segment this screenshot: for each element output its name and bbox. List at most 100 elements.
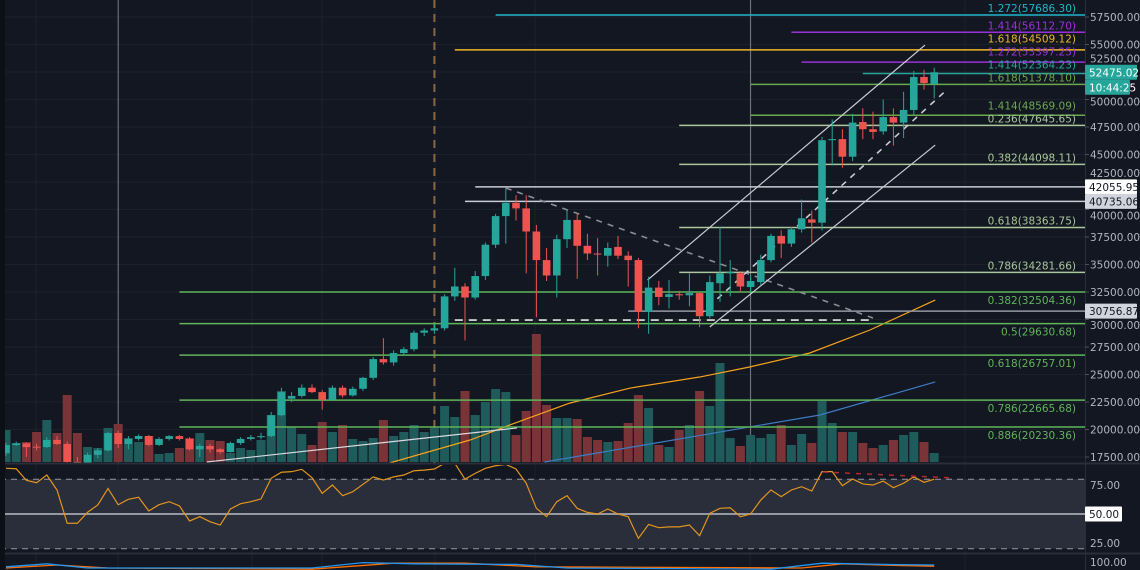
lower-pane [0, 552, 1140, 570]
volume-bar [776, 425, 786, 462]
candle-bullish [349, 388, 357, 396]
candle-bullish [930, 72, 938, 85]
volume-bar [868, 448, 878, 462]
volume-bar [899, 435, 909, 462]
fib-level-label: 0.886(20230.36) [988, 430, 1076, 442]
fib-level-label: 1.414(52364.23) [988, 59, 1076, 71]
candle-bearish [675, 294, 683, 296]
candle-bearish [634, 260, 643, 312]
volume-bar [552, 418, 562, 462]
candle-bullish [134, 435, 143, 439]
candle-bullish [400, 349, 408, 354]
candle-bearish [32, 446, 41, 448]
candle-bullish [665, 294, 673, 297]
candle-bullish [848, 122, 857, 157]
candle-bullish [879, 117, 887, 132]
candle-bullish [104, 433, 112, 451]
price-tick-label: 30000.00 [1090, 320, 1140, 332]
candle-bullish [83, 454, 92, 463]
volume-bar [450, 417, 460, 462]
rsi-pane [0, 462, 1140, 550]
volume-bar [807, 443, 817, 462]
candle-bearish [175, 436, 184, 439]
fib-level-label: 0.5(29630.68) [1001, 327, 1076, 339]
volume-bar [368, 438, 378, 462]
volume-bar [440, 406, 450, 462]
fib-level-label: 1.414(48569.09) [988, 100, 1076, 112]
volume-bar [378, 420, 388, 462]
candle-bearish [206, 446, 214, 450]
volume-bar [389, 436, 399, 462]
horizontal-level-price-label-box [1085, 303, 1137, 319]
volume-bar [134, 442, 144, 462]
last-price-label: 52475.02 [1089, 67, 1139, 79]
candle-bullish [910, 76, 918, 110]
candle-bullish [155, 438, 163, 445]
volume-bar [511, 435, 521, 462]
trend-line-channel-lower[interactable] [709, 144, 936, 328]
volume-bar [888, 440, 898, 462]
volume-bar [633, 395, 643, 462]
candle-bullish [12, 443, 20, 446]
volume-bar [684, 425, 694, 462]
volume-bar [909, 432, 919, 462]
volume-bar [419, 432, 429, 462]
volume-bar [766, 434, 776, 462]
candle-bearish [583, 245, 592, 254]
volume-bar [827, 423, 837, 462]
fib-level-label: 0.786(22665.68) [988, 403, 1076, 415]
horizontal-level-price-label: 40735.06 [1089, 196, 1139, 208]
volume-bar [929, 453, 939, 462]
candles [2, 67, 938, 463]
fib-level-label: 1.618(51378.10) [988, 72, 1076, 84]
fib-level-label: 0.618(26757.01) [988, 358, 1076, 370]
candle-bearish [593, 253, 602, 255]
candle-bullish [553, 239, 561, 276]
volume-bar [603, 442, 613, 462]
candle-bullish [451, 286, 459, 297]
candle-bearish [145, 435, 153, 445]
candle-bullish [43, 439, 51, 448]
volume-bar [623, 423, 633, 462]
volume-bar [582, 437, 592, 462]
horizontal-level-price-label-box [1085, 193, 1137, 209]
candle-bullish [267, 415, 275, 437]
fib-level-label: 0.382(44098.11) [988, 152, 1076, 164]
candle-bearish [542, 260, 551, 276]
volume-bar [429, 428, 439, 462]
volume-bar [491, 389, 501, 462]
trend-line-channel-upper[interactable] [647, 44, 926, 281]
trend-line-base-trendline[interactable] [206, 427, 518, 463]
candle-bullish [726, 272, 734, 274]
candle-bearish [522, 208, 530, 232]
fib-level-label: 0.618(38363.75) [988, 215, 1076, 227]
candle-bullish [685, 293, 694, 296]
price-tick-label: 25000.00 [1090, 370, 1140, 382]
volume-bar [348, 439, 358, 462]
candle-bearish [185, 438, 194, 450]
candle-bullish [716, 273, 724, 284]
candle-bullish [420, 330, 428, 333]
volume-bar [338, 425, 348, 462]
volume-bar [256, 440, 266, 462]
volume-bar [848, 432, 858, 462]
candle-bearish [859, 122, 867, 130]
price-tick-label: 57500.00 [1090, 12, 1140, 24]
volume-bar [735, 446, 745, 462]
candle-bullish [767, 235, 775, 261]
bar-countdown-label: 10:44:25 [1089, 82, 1136, 94]
volume-bar [664, 447, 674, 462]
volume-bar [287, 427, 297, 462]
candle-bullish [298, 387, 306, 396]
lower-pane-tick-label: 100.00 [1090, 557, 1127, 569]
fib-level-label: 1.414(56112.70) [988, 20, 1076, 32]
candle-bullish [706, 282, 714, 317]
volume-bar [858, 443, 868, 462]
candle-bearish [736, 273, 745, 287]
fib-levels[interactable]: 1.272(57686.30) 1.414(56112.70)1.618(5450… [179, 3, 1085, 442]
candle-bullish [746, 281, 755, 288]
horizontal-level-price-label: 30756.87 [1089, 306, 1139, 318]
candle-bullish [165, 436, 173, 439]
